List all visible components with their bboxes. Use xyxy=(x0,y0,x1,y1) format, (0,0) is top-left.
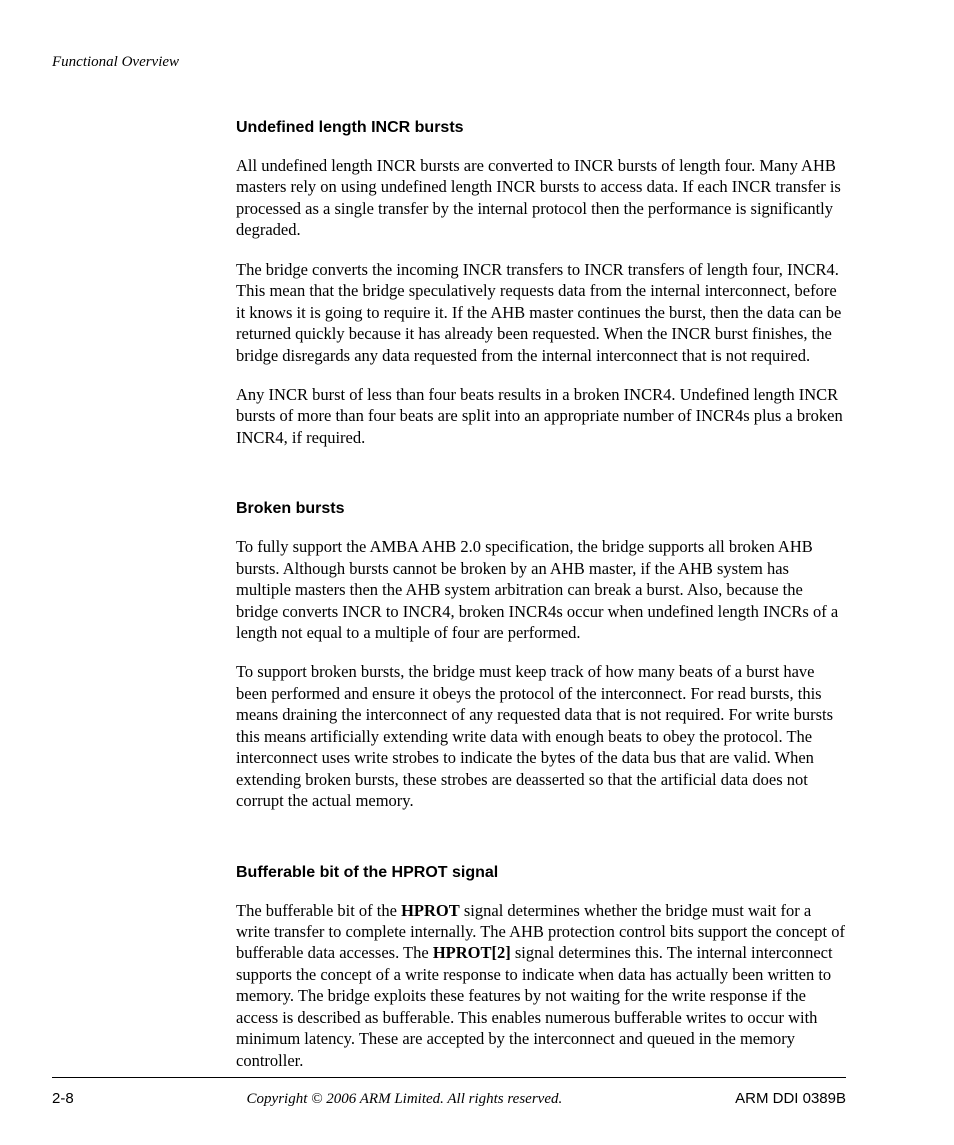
para-hprot: The bufferable bit of the HPROT signal d… xyxy=(236,900,846,1072)
hprot-bold: HPROT xyxy=(401,901,460,920)
doc-id: ARM DDI 0389B xyxy=(735,1090,846,1107)
para: All undefined length INCR bursts are con… xyxy=(236,155,846,241)
section-gap xyxy=(236,830,846,854)
hprot2-bold: HPROT[2] xyxy=(433,943,511,962)
footer-rule xyxy=(52,1077,846,1078)
para: Any INCR burst of less than four beats r… xyxy=(236,384,846,448)
copyright: Copyright © 2006 ARM Limited. All rights… xyxy=(74,1091,735,1108)
page: Functional Overview Undefined length INC… xyxy=(0,0,954,1145)
heading-broken-bursts: Broken bursts xyxy=(236,500,846,518)
running-head: Functional Overview xyxy=(52,54,846,71)
heading-undefined-incr: Undefined length INCR bursts xyxy=(236,119,846,137)
page-number: 2-8 xyxy=(52,1090,74,1107)
heading-hprot: Bufferable bit of the HPROT signal xyxy=(236,864,846,882)
footer: 2-8 Copyright © 2006 ARM Limited. All ri… xyxy=(52,1090,846,1108)
content-column: Undefined length INCR bursts All undefin… xyxy=(236,119,846,1071)
para: To fully support the AMBA AHB 2.0 specif… xyxy=(236,536,846,643)
para: The bridge converts the incoming INCR tr… xyxy=(236,259,846,366)
section-gap xyxy=(236,466,846,490)
text-run: The bufferable bit of the xyxy=(236,901,401,920)
para: To support broken bursts, the bridge mus… xyxy=(236,661,846,811)
